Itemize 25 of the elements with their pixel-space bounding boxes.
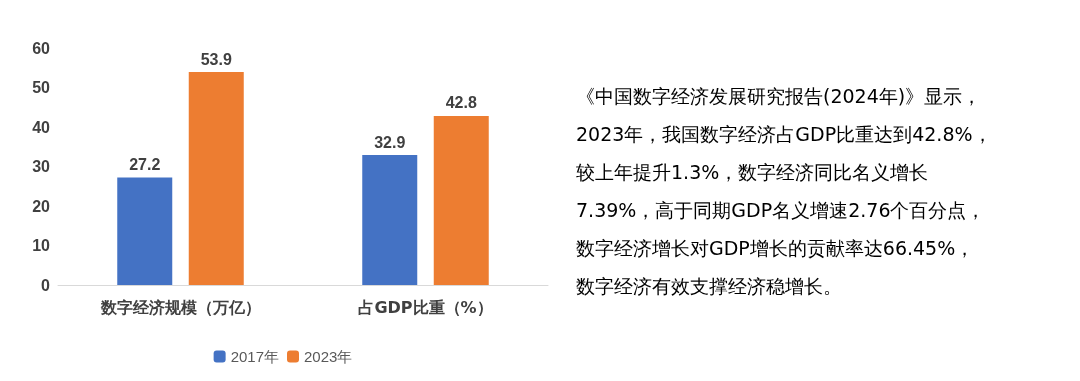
x-tick-label: 数字经济规模（万亿） — [99, 297, 261, 317]
legend-label: 2017年 — [230, 348, 280, 365]
y-tick-label: 50 — [32, 79, 51, 96]
y-tick-label: 30 — [32, 158, 51, 175]
data-label: 53.9 — [200, 50, 232, 68]
bar — [188, 72, 244, 285]
text: 数字经济增长对GDP增长的贡献率达66.45%， — [576, 235, 976, 261]
text: 7.39%，高于同期GDP名义增速2.76个百分点， — [576, 197, 987, 223]
y-tick-label: 0 — [41, 276, 51, 294]
legend-label: 2023年 — [304, 348, 353, 365]
text: 《中国数字经济发展研究报告(2024年)》显示， — [576, 83, 983, 109]
bar — [433, 115, 489, 285]
text: 数字经济有效支撑经济稳增长。 — [576, 273, 843, 299]
text: 2023年，我国数字经济占GDP比重达到42.8%， — [576, 121, 992, 147]
data-label: 32.9 — [374, 133, 406, 151]
text: 较上年提升1.3%，数字经济同比名义增长 — [576, 159, 930, 185]
y-tick-label: 60 — [32, 39, 51, 57]
data-label: 42.8 — [445, 94, 477, 112]
bar — [117, 177, 173, 285]
y-tick-label: 20 — [32, 197, 51, 215]
x-tick-label: 占GDP比重（%） — [358, 297, 493, 317]
y-tick-label: 40 — [32, 118, 51, 136]
bar — [362, 155, 418, 285]
data-label: 27.2 — [129, 156, 161, 174]
y-tick-label: 10 — [32, 237, 51, 254]
